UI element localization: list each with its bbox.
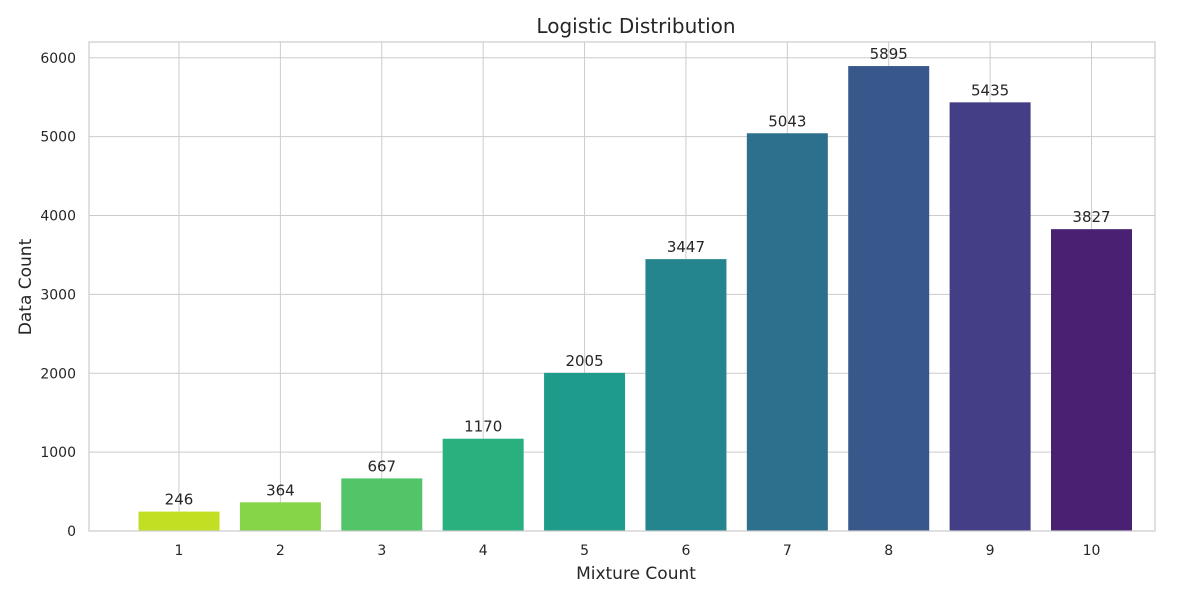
y-tick-label: 2000 [40, 366, 76, 382]
y-axis-ticks: 0 1000 2000 3000 4000 5000 6000 [40, 51, 76, 540]
bar [442, 438, 524, 531]
bar [645, 259, 727, 531]
bar [239, 502, 321, 531]
x-tick-label: 3 [377, 543, 386, 559]
plot-frame [88, 41, 1156, 532]
x-tick-label: 4 [479, 543, 488, 559]
x-tick-label: 7 [783, 543, 792, 559]
bar [1051, 229, 1132, 531]
bar [746, 133, 828, 531]
bar [341, 478, 423, 531]
y-axis-label: Data Count [16, 238, 36, 335]
x-tick-label: 5 [580, 543, 589, 559]
x-tick-label: 2 [276, 543, 285, 559]
x-axis-ticks: 1 2 3 4 5 6 7 8 9 10 [175, 543, 1101, 559]
x-tick-label: 1 [175, 543, 184, 559]
x-tick-label: 8 [884, 543, 893, 559]
bar-value-label: 5043 [768, 112, 806, 130]
x-tick-label: 6 [681, 543, 690, 559]
bars [138, 66, 1132, 531]
y-tick-label: 0 [67, 524, 76, 540]
chart-title: Logistic Distribution [536, 14, 735, 38]
data-labels: 246 364 667 1170 2005 3447 5043 5895 5435 3827 [165, 45, 1111, 509]
bar-value-label: 364 [266, 481, 295, 499]
bar-value-label: 5895 [870, 45, 908, 63]
bar [544, 372, 626, 531]
y-tick-label: 3000 [40, 287, 76, 303]
bar-value-label: 246 [165, 491, 194, 509]
y-tick-label: 6000 [40, 51, 76, 67]
bar-value-label: 3447 [667, 238, 705, 256]
y-tick-label: 5000 [40, 130, 76, 146]
x-tick-label: 9 [986, 543, 995, 559]
bar [138, 511, 220, 531]
x-tick-label: 10 [1083, 543, 1101, 559]
bar-value-label: 3827 [1072, 208, 1110, 226]
bar-value-label: 2005 [565, 352, 603, 370]
bar [949, 102, 1031, 531]
bar [848, 66, 930, 531]
y-tick-label: 4000 [40, 209, 76, 225]
bar-value-label: 5435 [971, 81, 1009, 99]
y-tick-label: 1000 [40, 445, 76, 461]
bar-value-label: 1170 [464, 418, 502, 436]
bar-value-label: 667 [367, 457, 396, 475]
x-axis-label: Mixture Count [576, 564, 696, 584]
